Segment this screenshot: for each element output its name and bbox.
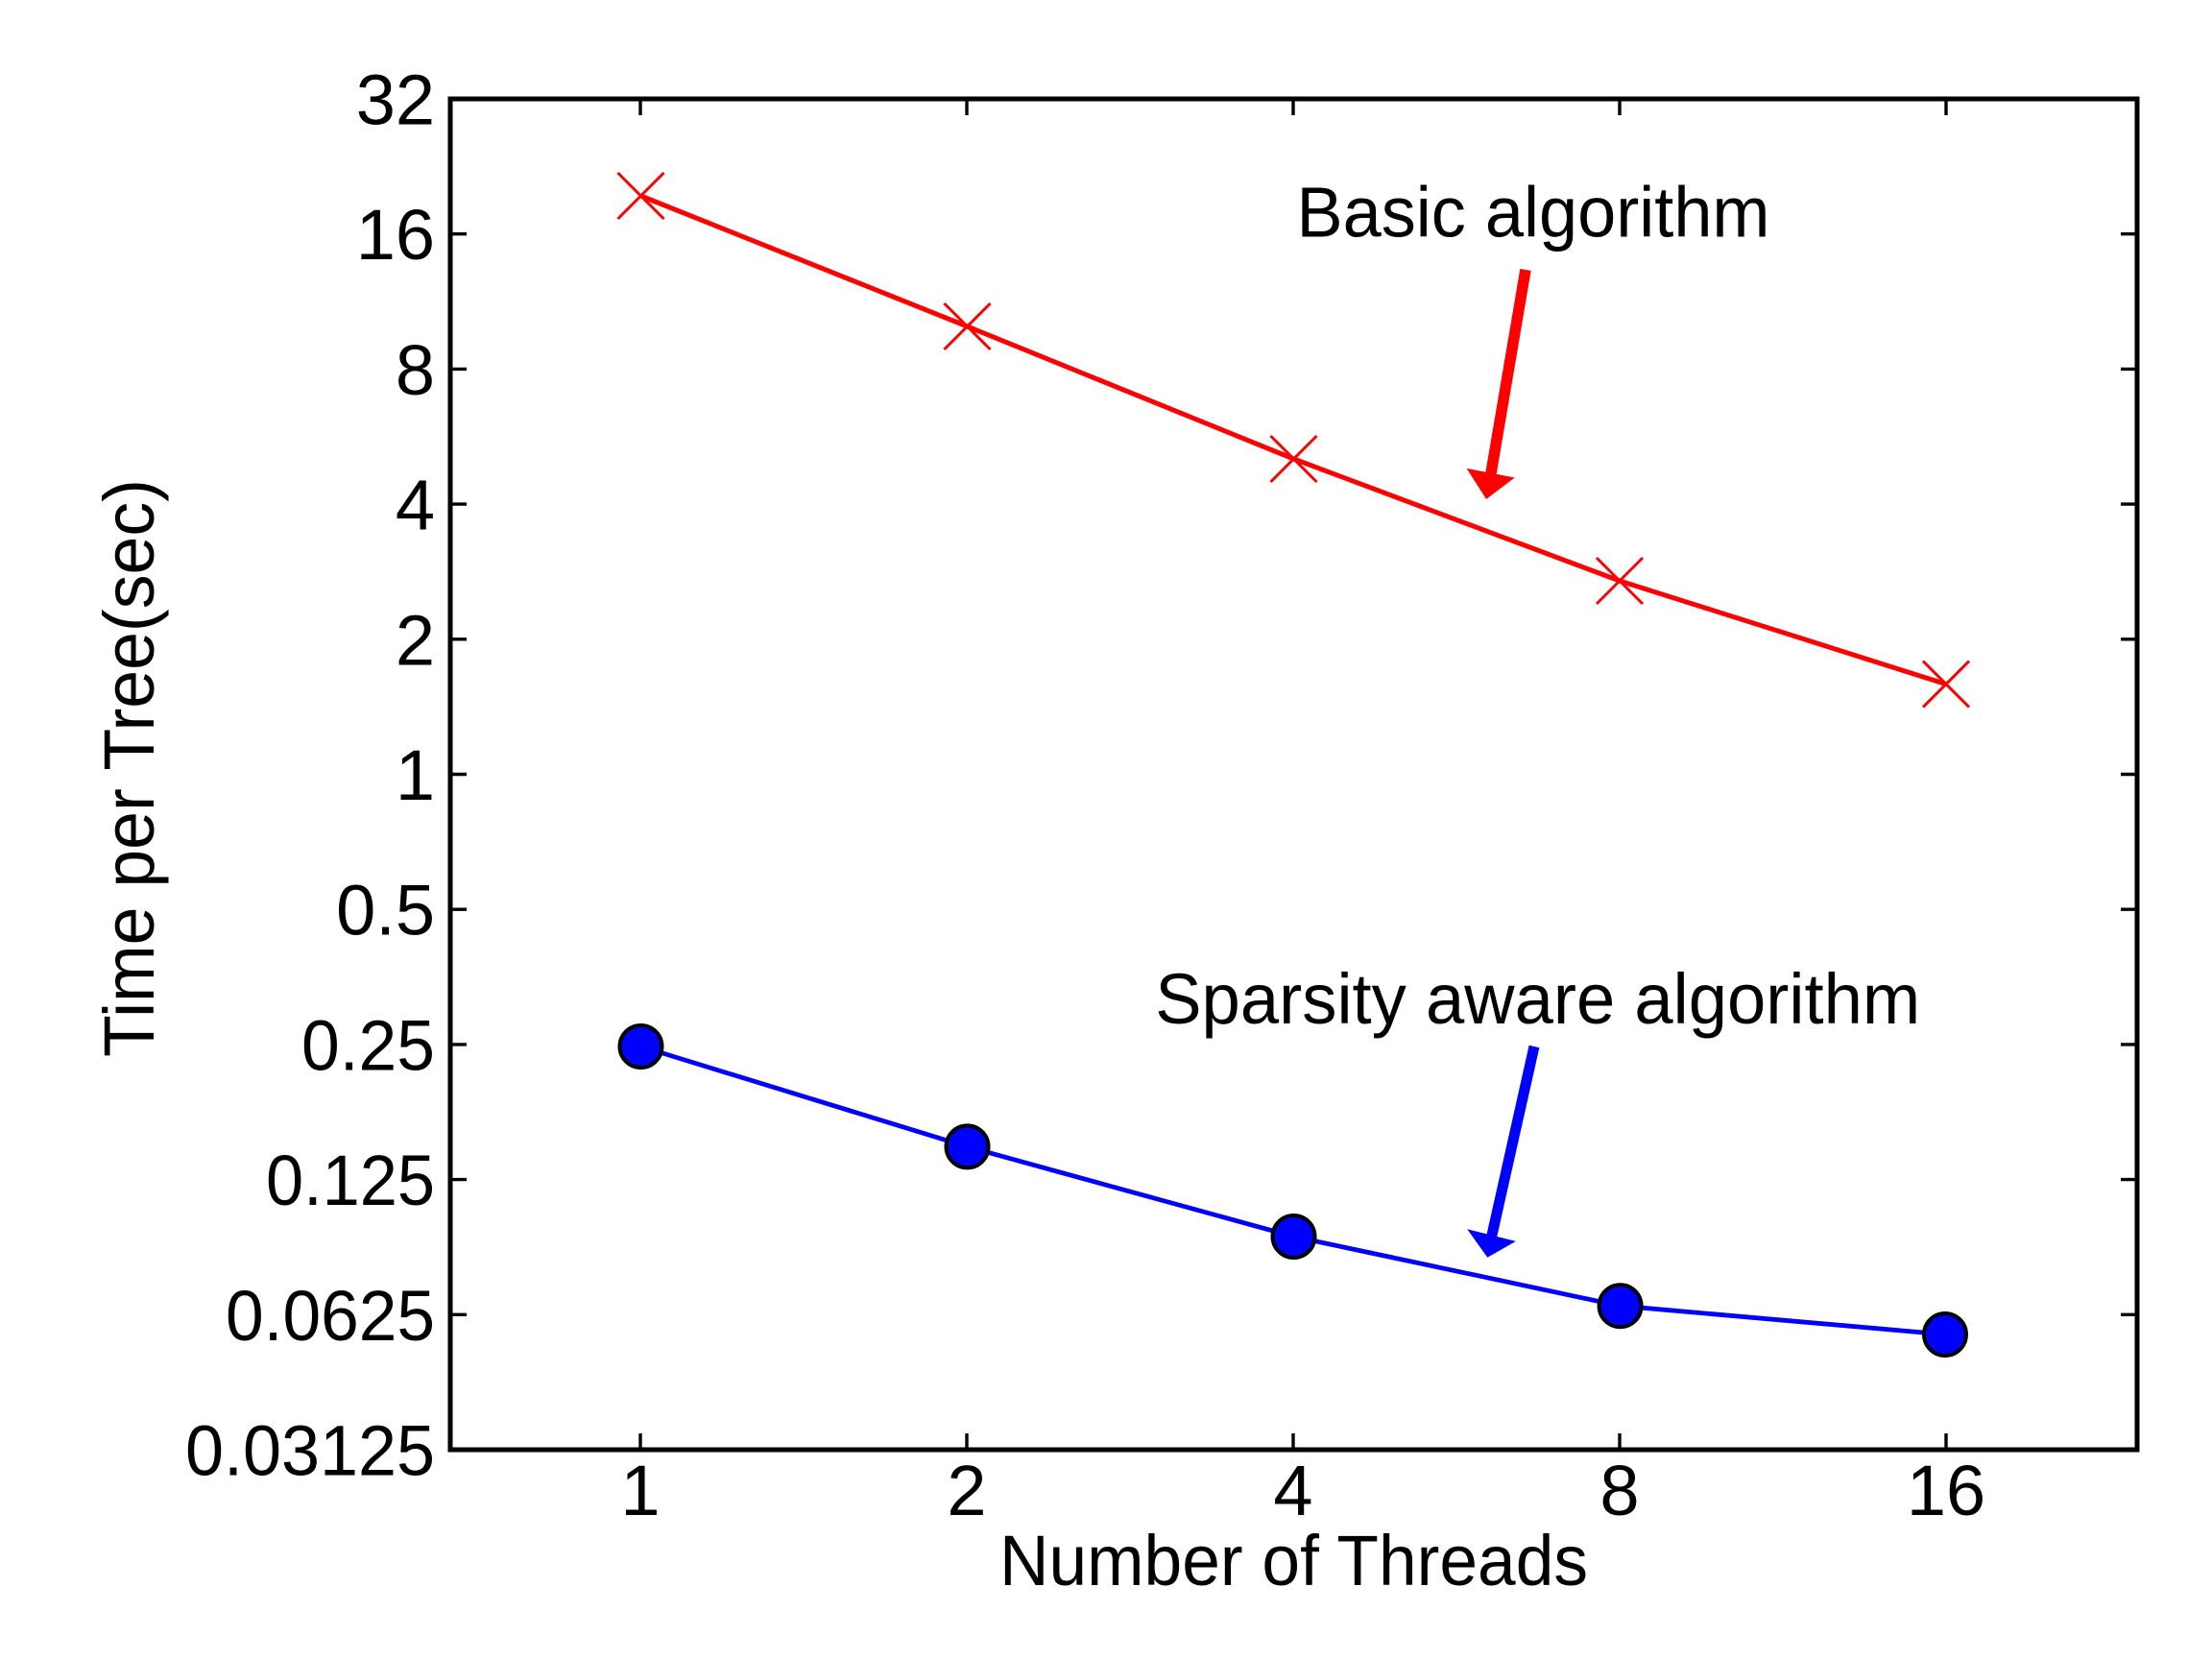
svg-text:Basic algorithm: Basic algorithm: [1297, 173, 1770, 252]
svg-text:0.0625: 0.0625: [226, 1276, 435, 1356]
svg-text:8: 8: [396, 330, 435, 410]
svg-text:16: 16: [356, 195, 435, 275]
svg-text:0.125: 0.125: [266, 1141, 435, 1220]
svg-text:4: 4: [396, 466, 435, 545]
svg-text:2: 2: [947, 1451, 986, 1530]
svg-text:Time per Tree(sec): Time per Tree(sec): [89, 479, 169, 1057]
svg-text:0.25: 0.25: [301, 1005, 435, 1085]
svg-text:16: 16: [1907, 1451, 1985, 1530]
svg-text:4: 4: [1273, 1451, 1312, 1530]
svg-text:1: 1: [620, 1451, 660, 1530]
svg-text:Number of Threads: Number of Threads: [999, 1521, 1588, 1600]
svg-text:32: 32: [356, 60, 435, 140]
svg-text:2: 2: [396, 600, 435, 680]
svg-text:0.5: 0.5: [336, 871, 435, 950]
svg-text:0.03125: 0.03125: [185, 1411, 435, 1491]
svg-text:1: 1: [396, 735, 435, 815]
svg-text:8: 8: [1599, 1451, 1639, 1530]
svg-text:Sparsity aware algorithm: Sparsity aware algorithm: [1155, 959, 1920, 1039]
